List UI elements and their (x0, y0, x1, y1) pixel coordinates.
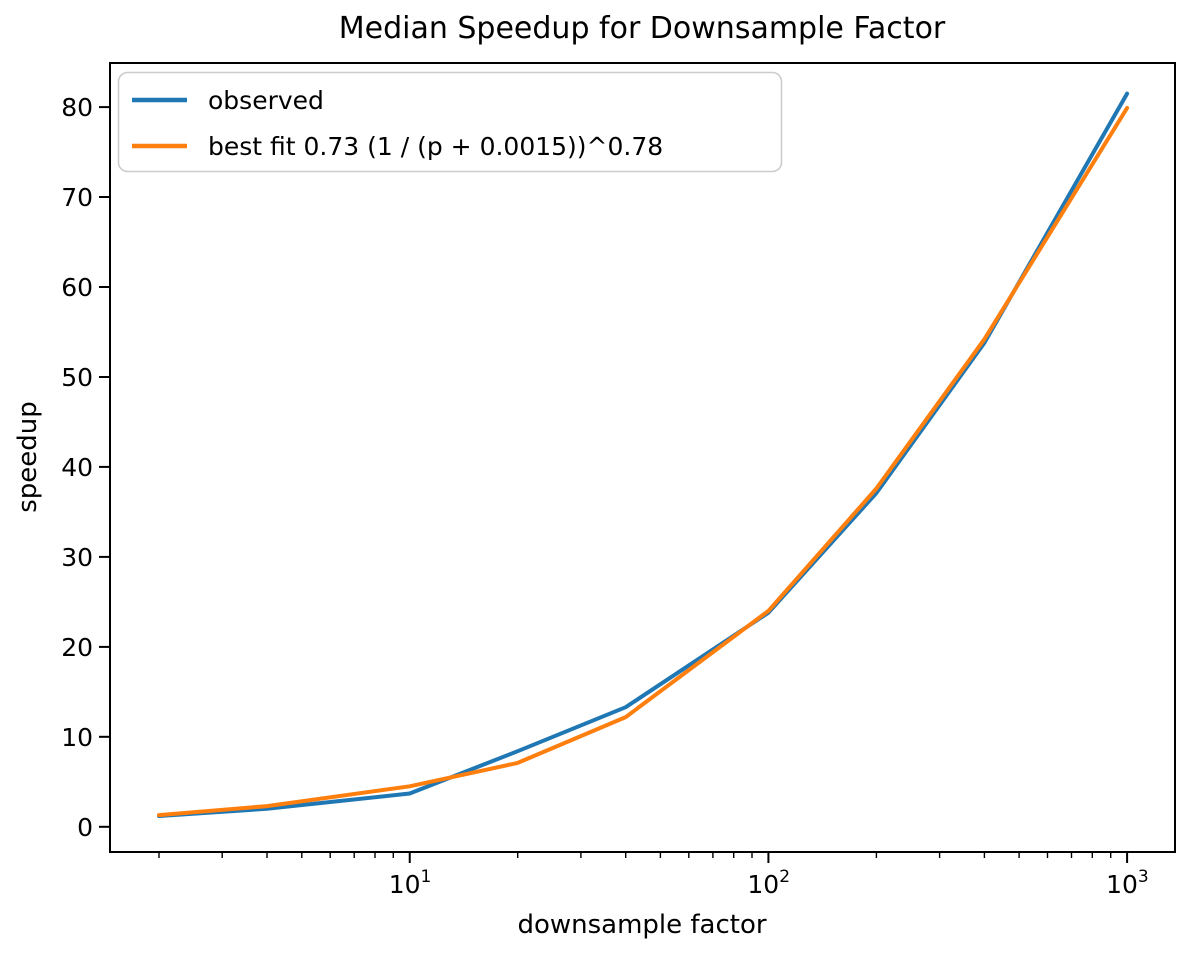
series-line-0 (157, 91, 1130, 818)
y-tick-label: 0 (77, 813, 93, 842)
y-tick-label: 80 (61, 93, 93, 122)
legend-item: best fit 0.73 (1 / (p + 0.0015))^0.78 (132, 132, 663, 161)
legend-item: observed (132, 86, 324, 115)
x-tick-label: 101 (389, 867, 432, 899)
legend-label: best fit 0.73 (1 / (p + 0.0015))^0.78 (208, 132, 663, 161)
series-line-1 (157, 106, 1130, 818)
legend-box (117, 71, 783, 173)
y-tick-label: 60 (61, 273, 93, 302)
axes-spines (109, 62, 1176, 853)
chart-title: Median Speedup for Downsample Factor (339, 11, 946, 46)
y-tick-label: 50 (61, 363, 93, 392)
y-tick-label: 10 (61, 723, 93, 752)
y-axis-label: speedup (13, 401, 43, 513)
y-tick-label: 40 (61, 453, 93, 482)
y-tick-label: 70 (61, 183, 93, 212)
y-tick-label: 20 (61, 633, 93, 662)
axes-layer: 101 102 103 0 10 20 30 40 50 60 70 80 (61, 62, 1176, 899)
series-layer (157, 91, 1130, 818)
x-tick-label: 102 (747, 867, 790, 899)
legend: observed best fit 0.73 (1 / (p + 0.0015))… (117, 71, 783, 173)
legend-label: observed (208, 86, 324, 115)
x-axis-label: downsample factor (517, 910, 766, 940)
y-tick-label: 30 (61, 543, 93, 572)
x-tick-label: 103 (1106, 867, 1149, 899)
